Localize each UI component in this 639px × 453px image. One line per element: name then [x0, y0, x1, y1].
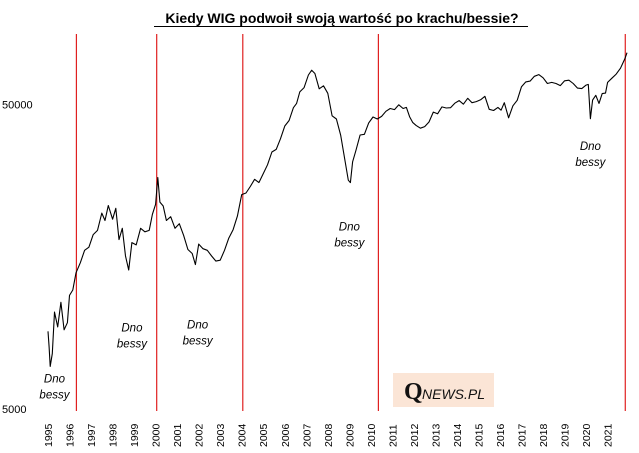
wig-line	[47, 52, 628, 367]
x-tick-label-2019: 2019	[560, 423, 572, 447]
annotation-4-line-0: Dno	[580, 141, 602, 153]
logo-background	[393, 373, 494, 407]
x-tick-label-2009: 2009	[344, 423, 356, 447]
vertical-markers	[75, 34, 626, 411]
annotations: Dno bessy Dno bessy Dno bessy Dno bessy Dno bessy	[39, 141, 606, 402]
x-tick-label-2004: 2004	[237, 423, 249, 447]
qnews-logo: Q NEWS.PL	[393, 373, 494, 407]
x-tick-label-2014: 2014	[452, 423, 464, 447]
chart-title: Kiedy WIG podwoił swoją wartość po krach…	[165, 10, 518, 26]
x-tick-label-2000: 2000	[151, 423, 163, 447]
x-tick-label-2005: 2005	[258, 423, 270, 447]
wig-series	[47, 52, 628, 367]
x-tick-label-2013: 2013	[430, 423, 442, 447]
annotation-3-line-0: Dno	[339, 221, 361, 233]
x-tick-label-1995: 1995	[43, 423, 55, 447]
y-axis-ticks: 50000 5000	[2, 100, 33, 417]
annotation-3-line-1: bessy	[334, 237, 365, 249]
annotation-0-line-0: Dno	[44, 374, 66, 386]
x-tick-label-1999: 1999	[129, 423, 141, 447]
x-tick-label-1996: 1996	[65, 423, 77, 447]
x-tick-label-2010: 2010	[366, 423, 378, 447]
annotation-1-line-0: Dno	[121, 322, 143, 334]
y-tick-label-5000: 5000	[2, 404, 26, 416]
logo-text: NEWS.PL	[422, 386, 485, 402]
x-tick-label-2003: 2003	[215, 423, 227, 447]
x-tick-label-1998: 1998	[108, 423, 120, 447]
x-tick-label-2001: 2001	[172, 423, 184, 447]
x-tick-label-1997: 1997	[86, 423, 98, 447]
x-tick-label-2006: 2006	[280, 423, 292, 447]
logo-q-letter: Q	[404, 379, 423, 405]
x-tick-label-2011: 2011	[387, 424, 399, 447]
x-tick-label-2021: 2021	[603, 423, 615, 447]
x-tick-label-2015: 2015	[473, 423, 485, 447]
annotation-2-line-0: Dno	[187, 319, 209, 331]
annotation-4-line-1: bessy	[575, 157, 606, 169]
x-tick-label-2018: 2018	[538, 423, 550, 447]
x-tick-label-2007: 2007	[301, 423, 313, 447]
x-axis-ticks: 1995 1996 1997 1998 1999 2000 2001 2002 2003 2004…	[43, 423, 615, 447]
x-tick-label-2020: 2020	[581, 423, 593, 447]
x-tick-label-2008: 2008	[323, 423, 335, 447]
x-tick-label-2002: 2002	[194, 423, 206, 447]
x-tick-label-2016: 2016	[495, 423, 507, 447]
annotation-1-line-1: bessy	[117, 338, 148, 350]
annotation-2-line-1: bessy	[183, 335, 214, 347]
x-tick-label-2017: 2017	[517, 423, 529, 447]
annotation-0-line-1: bessy	[39, 390, 70, 402]
y-tick-label-50000: 50000	[2, 100, 33, 112]
x-tick-label-2012: 2012	[409, 423, 421, 447]
